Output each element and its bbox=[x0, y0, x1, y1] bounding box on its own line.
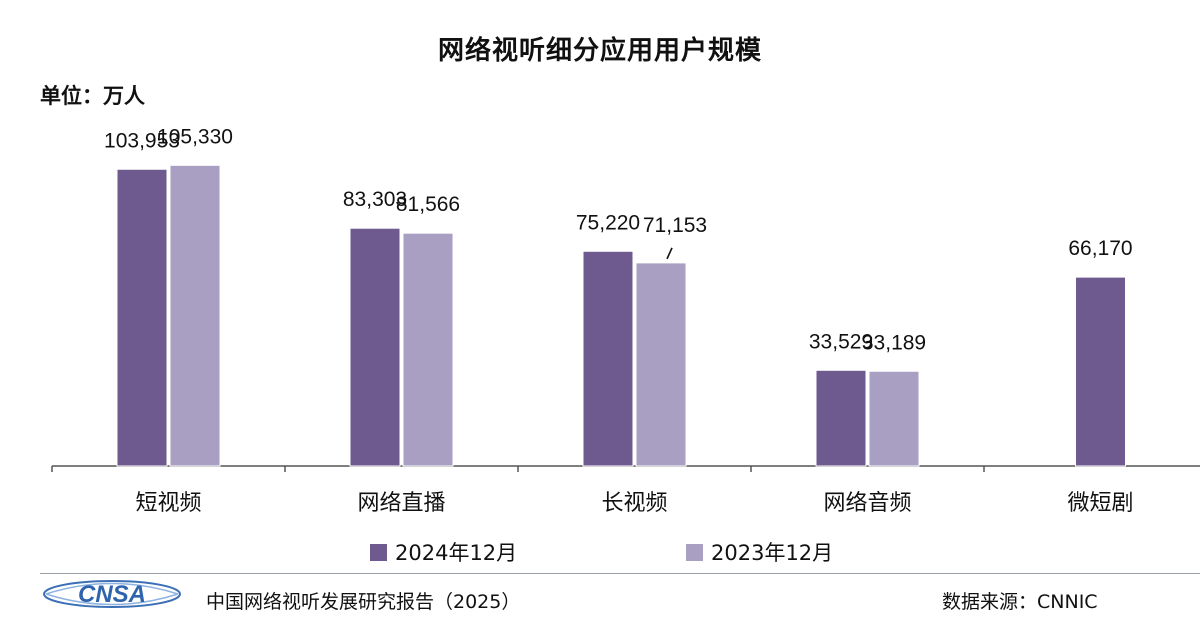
category-label-micro-drama: 微短剧 bbox=[1067, 491, 1133, 516]
footer-divider bbox=[40, 573, 1200, 574]
bar-audio-2024 bbox=[815, 369, 867, 467]
legend-label-2023: 2023年12月 bbox=[711, 541, 834, 565]
data-label-live-stream-2023: 81,566 bbox=[396, 193, 460, 216]
category-label-audio: 网络音频 bbox=[823, 491, 911, 516]
data-label-short-video-2024: 103,953 bbox=[104, 129, 180, 152]
legend-item-2024: 2024年12月 bbox=[370, 537, 517, 567]
data-label-long-video-2024: 75,220 bbox=[576, 211, 640, 234]
category-label-short-video: 短视频 bbox=[135, 491, 201, 516]
legend-swatch-2023 bbox=[686, 543, 703, 561]
bar-long-video-2024 bbox=[582, 250, 634, 467]
data-source: 数据来源：CNNIC bbox=[942, 591, 1098, 613]
category-label-live-stream: 网络直播 bbox=[357, 491, 445, 516]
cnsa-logo: CNSA bbox=[43, 580, 181, 608]
unit-label: 单位：万人 bbox=[40, 84, 145, 108]
logo-text: CNSA bbox=[78, 581, 146, 608]
data-label-short-video-2023: 105,330 bbox=[157, 125, 233, 148]
data-label-live-stream-2024: 83,303 bbox=[343, 188, 407, 211]
legend-item-2023: 2023年12月 bbox=[686, 537, 833, 567]
bar-live-stream-2023 bbox=[402, 232, 454, 467]
legend-swatch-2024 bbox=[370, 543, 387, 561]
category-label-long-video: 长视频 bbox=[601, 491, 667, 516]
legend-label-2024: 2024年12月 bbox=[395, 541, 518, 565]
bar-short-video-2023 bbox=[169, 164, 221, 467]
data-label-micro-drama-2024: 66,170 bbox=[1068, 237, 1132, 260]
report-name: 中国网络视听发展研究报告（2025） bbox=[206, 591, 521, 613]
bar-short-video-2024 bbox=[116, 168, 168, 467]
bar-long-video-2023 bbox=[635, 262, 687, 467]
bar-live-stream-2024 bbox=[349, 227, 401, 467]
bar-audio-2023 bbox=[868, 370, 920, 467]
leader-line bbox=[666, 247, 673, 260]
bar-micro-drama-2024 bbox=[1075, 276, 1126, 467]
chart-title: 网络视听细分应用用户规模 bbox=[437, 36, 762, 66]
data-label-audio-2024: 33,529 bbox=[809, 330, 873, 353]
data-label-audio-2023: 33,189 bbox=[862, 331, 926, 354]
data-label-long-video-2023: 71,153 bbox=[643, 214, 707, 237]
